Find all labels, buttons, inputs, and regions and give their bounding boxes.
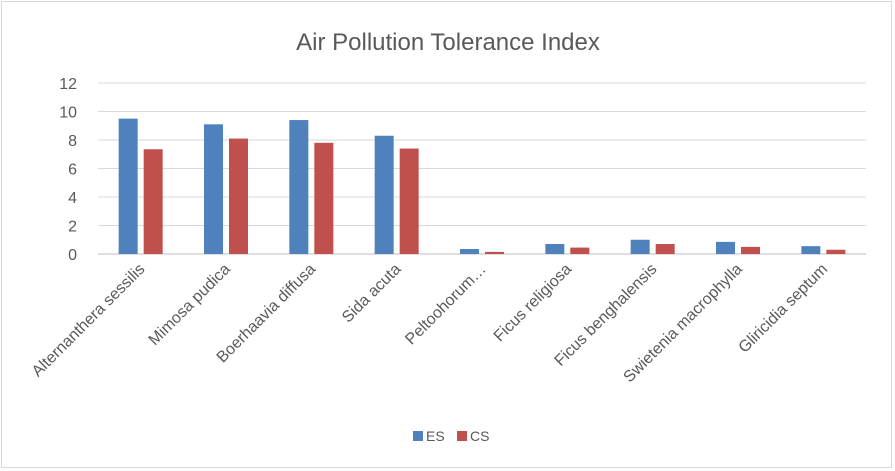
bar-es	[204, 124, 223, 254]
bar-cs	[741, 246, 760, 254]
bar-cs	[229, 138, 248, 254]
bar-es	[374, 135, 394, 254]
bar-cs	[485, 251, 504, 254]
y-tick-label: 8	[68, 133, 77, 150]
gridlines	[98, 82, 866, 255]
bar-es	[289, 120, 309, 254]
bar-cs	[399, 148, 419, 254]
chart-title: Air Pollution Tolerance Index	[296, 29, 600, 56]
y-tick-label: 6	[68, 162, 77, 179]
x-tick-label: Alternanthera sessilis	[29, 261, 149, 381]
y-tick-label: 4	[68, 190, 77, 207]
bar-es	[118, 118, 138, 254]
legend-label-es: ES	[426, 428, 445, 444]
bar-cs	[826, 249, 846, 254]
bar-cs	[314, 142, 334, 254]
bar-es	[545, 244, 565, 254]
x-tick-label: Mimosa pudica	[146, 261, 234, 349]
y-tick-label: 10	[59, 105, 77, 122]
x-tick-label: Gliricidia septum	[736, 261, 832, 357]
legend-label-cs: CS	[470, 428, 489, 444]
bar-es	[630, 239, 650, 254]
bar-es	[716, 241, 735, 254]
bar-cs	[570, 247, 590, 254]
y-axis-ticks: 0 2 4 6 8 10 12	[59, 76, 77, 264]
y-tick-label: 0	[68, 247, 77, 264]
x-tick-label: Sida acuta	[339, 261, 405, 327]
bars	[118, 118, 846, 254]
x-tick-label: Peltoohorum…	[402, 261, 489, 348]
legend: ES CS	[413, 428, 489, 444]
legend-swatch-es	[413, 431, 423, 441]
x-tick-label: Ficus religiosa	[491, 261, 575, 345]
bar-cs	[143, 149, 163, 254]
legend-swatch-cs	[457, 431, 467, 441]
y-tick-label: 12	[59, 76, 77, 93]
bar-cs	[655, 244, 675, 254]
y-tick-label: 2	[68, 219, 77, 236]
bar-es	[460, 249, 479, 254]
bar-es	[801, 246, 821, 254]
